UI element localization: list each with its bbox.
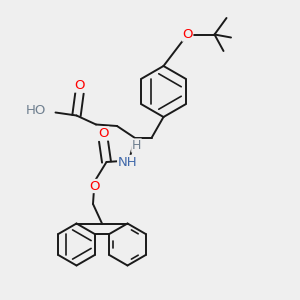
Text: O: O	[98, 127, 109, 140]
Text: HO: HO	[26, 104, 46, 118]
Text: H: H	[132, 139, 141, 152]
Text: O: O	[74, 79, 85, 92]
Text: O: O	[89, 179, 100, 193]
Text: NH: NH	[118, 155, 137, 169]
Text: O: O	[182, 28, 193, 41]
